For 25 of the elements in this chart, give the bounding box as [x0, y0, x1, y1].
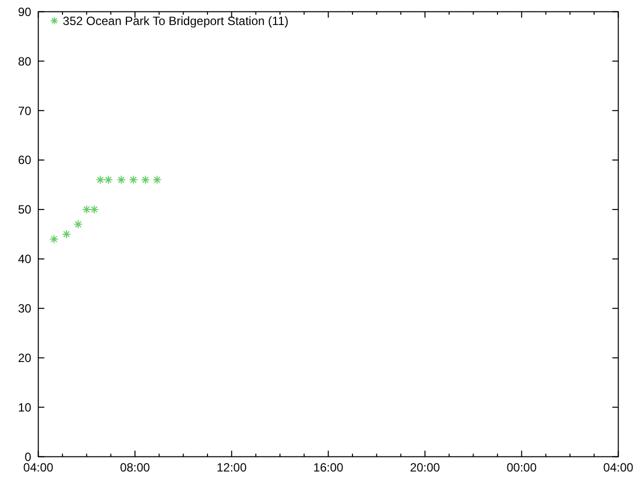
point [140, 175, 150, 184]
x-tick-label: 00:00 [506, 460, 537, 475]
y-tick-label: 60 [18, 153, 32, 168]
point [62, 230, 71, 239]
text: 352 Ocean Park To Bridgeport Station (11) [62, 14, 288, 28]
point [96, 175, 105, 184]
point [128, 175, 138, 184]
y-tick-label: 50 [18, 202, 32, 217]
x-tick-label: 04:00 [603, 460, 634, 475]
point [74, 220, 83, 229]
x-tick-label: 20:00 [410, 460, 440, 475]
x-tick-label: 08:00 [120, 460, 150, 475]
x-tick-label: 12:00 [216, 460, 247, 475]
y-tick-label: 80 [18, 54, 32, 68]
x-tick-label: 16:00 [313, 460, 344, 475]
y-tick-label: 10 [18, 400, 32, 414]
y-tick-label: 70 [18, 104, 32, 118]
point [116, 175, 126, 184]
point [50, 234, 59, 244]
y-tick-label: 90 [18, 4, 32, 19]
y-tick-label: 40 [18, 252, 32, 266]
y-tick-label: 20 [18, 351, 32, 366]
point [104, 175, 113, 184]
y-tick-label: 30 [18, 302, 32, 316]
point [152, 175, 162, 184]
